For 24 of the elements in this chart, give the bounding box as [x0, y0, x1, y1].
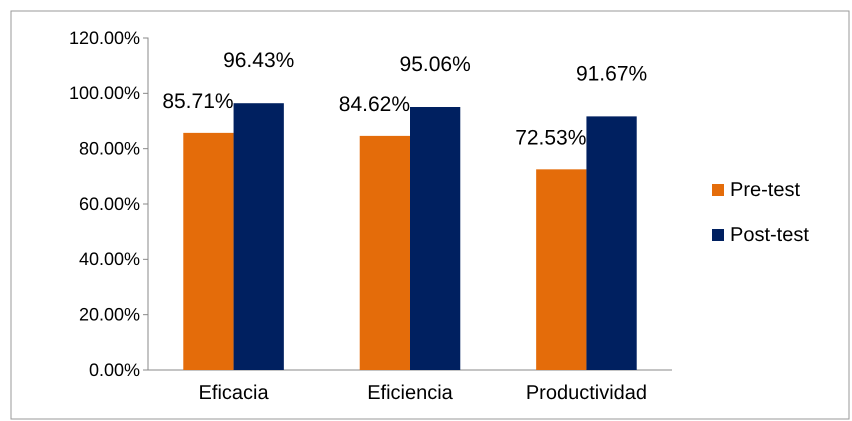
data-label: 96.43%: [223, 49, 294, 72]
legend-label: Pre-test: [730, 179, 800, 201]
data-label: 72.53%: [515, 126, 586, 150]
bar: [183, 132, 234, 370]
data-label: 84.62%: [338, 92, 410, 116]
data-label: 91.67%: [576, 62, 648, 86]
y-tick-label: 120.00%: [68, 28, 140, 48]
y-tick-label: 80.00%: [78, 138, 140, 158]
bar: [360, 136, 410, 370]
data-label: 85.71%: [162, 90, 234, 113]
y-tick-label: 20.00%: [78, 304, 140, 324]
bar: [536, 169, 586, 370]
y-tick-label: 40.00%: [78, 249, 140, 270]
y-tick-label: 0.00%: [88, 360, 140, 380]
bar: [410, 107, 460, 370]
x-tick-label: Eficiencia: [367, 382, 454, 404]
y-tick-label: 100.00%: [68, 83, 140, 104]
x-tick-label: Eficacia: [198, 382, 270, 404]
bar: [234, 103, 284, 370]
x-tick-label: Productividad: [526, 382, 648, 404]
bar: [586, 116, 637, 370]
y-tick-label: 60.00%: [78, 194, 140, 214]
legend-label: Post-test: [730, 224, 810, 246]
data-label: 95.06%: [400, 53, 471, 76]
